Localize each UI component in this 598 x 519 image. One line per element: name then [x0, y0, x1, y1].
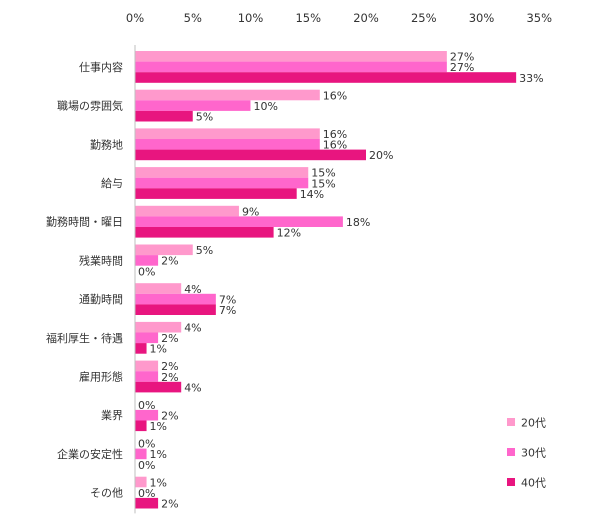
data-label: 2%	[161, 360, 178, 373]
data-label: 2%	[161, 332, 178, 345]
data-label: 27%	[450, 51, 474, 64]
category-label: 雇用形態	[79, 370, 123, 384]
data-label: 12%	[277, 227, 301, 240]
legend: 20代 30代 40代	[507, 417, 546, 490]
x-tick-label: 10%	[238, 11, 264, 25]
bar	[135, 89, 320, 101]
bar	[135, 283, 182, 294]
data-label: 33%	[519, 72, 543, 85]
legend-label: 20代	[521, 417, 546, 430]
bar	[135, 371, 159, 382]
data-labels: 27%27%33%16%10%5%16%16%20%15%15%14%9%18%…	[138, 51, 544, 511]
bar	[135, 188, 297, 199]
data-label: 5%	[196, 111, 213, 124]
data-label: 9%	[242, 205, 259, 218]
data-label: 16%	[323, 89, 347, 102]
legend-label: 40代	[521, 477, 546, 490]
category-label: その他	[90, 487, 123, 500]
data-label: 0%	[138, 399, 155, 412]
legend-label: 30代	[521, 447, 546, 460]
bar	[135, 420, 147, 432]
bar	[135, 205, 239, 217]
category-label: 通勤時間	[79, 293, 123, 306]
data-label: 2%	[161, 371, 178, 384]
data-label: 16%	[323, 139, 347, 152]
data-label: 0%	[138, 438, 155, 451]
category-label: 企業の安定性	[57, 447, 123, 461]
data-label: 15%	[311, 177, 335, 190]
bar	[135, 360, 159, 372]
bar	[135, 409, 159, 421]
category-label: 給与	[101, 176, 123, 190]
data-label: 7%	[219, 293, 236, 306]
data-label: 10%	[254, 100, 278, 113]
data-label: 1%	[150, 476, 167, 489]
bar	[135, 110, 193, 122]
category-label: 残業時間	[79, 253, 123, 267]
bar	[135, 293, 216, 305]
x-tick-label: 25%	[411, 11, 437, 25]
data-label: 4%	[184, 283, 201, 296]
bar	[135, 332, 159, 344]
x-tick-label: 20%	[353, 11, 379, 25]
data-label: 5%	[196, 244, 213, 257]
x-tick-label: 30%	[469, 11, 495, 25]
data-label: 0%	[138, 487, 155, 500]
data-label: 18%	[346, 216, 370, 229]
data-label: 27%	[450, 61, 474, 74]
bar	[135, 255, 159, 266]
bar	[135, 476, 147, 488]
data-label: 0%	[138, 265, 155, 278]
data-label: 16%	[323, 128, 347, 141]
x-tick-label: 35%	[526, 11, 552, 25]
category-labels: 仕事内容職場の雰囲気勤務地給与勤務時間・曜日残業時間通勤時間福利厚生・待遇雇用形…	[46, 60, 123, 500]
bar	[135, 149, 366, 161]
bar	[135, 321, 182, 333]
bar	[135, 72, 517, 83]
category-label: 仕事内容	[79, 60, 123, 74]
x-tick-label: 0%	[126, 11, 144, 25]
data-label: 2%	[161, 498, 178, 511]
category-label: 業界	[101, 409, 123, 422]
legend-swatch	[507, 478, 515, 486]
data-label: 14%	[300, 188, 324, 201]
data-label: 1%	[150, 448, 167, 461]
bar	[135, 244, 193, 256]
bar	[135, 177, 309, 189]
bar	[135, 448, 147, 460]
data-label: 2%	[161, 410, 178, 423]
bar	[135, 61, 447, 73]
bar	[135, 139, 320, 150]
data-label: 2%	[161, 255, 178, 268]
legend-swatch	[507, 448, 515, 456]
data-label: 20%	[369, 149, 393, 162]
x-tick-label: 15%	[295, 11, 321, 25]
bar	[135, 167, 309, 178]
x-tick-label: 5%	[184, 11, 202, 25]
bar-series	[135, 51, 517, 509]
category-label: 職場の雰囲気	[57, 99, 123, 113]
data-label: 4%	[184, 381, 201, 394]
bar	[135, 497, 159, 509]
data-label: 0%	[138, 459, 155, 472]
bar	[135, 128, 320, 139]
category-label: 福利厚生・待遇	[46, 331, 123, 345]
data-label: 1%	[150, 420, 167, 433]
data-label: 7%	[219, 304, 236, 317]
data-label: 1%	[150, 343, 167, 356]
x-axis-ticks: 0% 5% 10% 15% 20% 25% 30% 35%	[126, 11, 552, 25]
bar	[135, 51, 447, 62]
category-label: 勤務時間・曜日	[46, 215, 123, 229]
bar	[135, 381, 182, 393]
bar	[135, 216, 343, 227]
bar	[135, 227, 274, 238]
bar	[135, 304, 216, 315]
legend-swatch	[507, 418, 515, 426]
bar	[135, 100, 251, 111]
data-label: 15%	[311, 167, 335, 180]
data-label: 4%	[184, 322, 201, 335]
bar	[135, 343, 147, 354]
category-label: 勤務地	[90, 137, 123, 151]
